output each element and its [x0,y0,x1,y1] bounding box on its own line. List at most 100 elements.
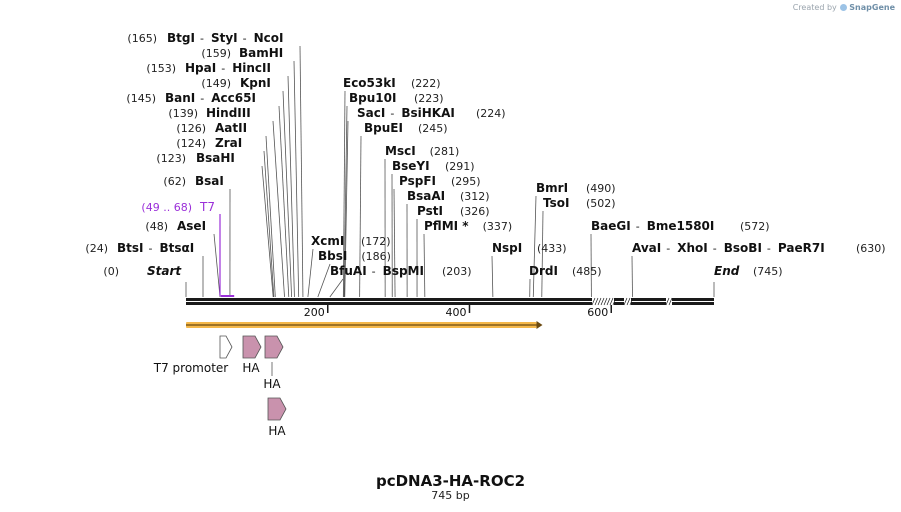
enzyme-site[interactable]: (62) BsaI [163,174,223,188]
enzyme-name: AatII [215,121,247,135]
enzyme-position: (245) [418,122,448,135]
enzyme-name: BamHI [239,46,283,60]
enzyme-separator: - [767,242,771,255]
enzyme-name: TsoI [543,196,569,210]
enzyme-site[interactable]: (145) BanI - Acc65I [126,91,256,105]
map-title: pcDNA3-HA-ROC2 [375,472,526,490]
enzyme-position: (124) [176,137,206,150]
enzyme-name: HindIII [206,106,251,120]
enzyme-site[interactable]: (123) BsaHI [156,151,235,165]
enzyme-site[interactable]: (159) BamHI [201,46,283,60]
enzyme-leader [307,248,314,298]
enzyme-site[interactable]: BfuAI - BspMI (203) [330,264,472,278]
backbone-bottom [186,302,714,305]
end-name: End [714,264,740,278]
enzyme-leader [263,150,275,298]
enzyme-site[interactable]: (48) AseI [145,219,206,233]
enzyme-separator: - [221,62,225,75]
enzyme-position: (149) [201,77,231,90]
enzyme-site[interactable]: BbsI (186) [318,249,391,263]
enzyme-site[interactable]: NspI (433) [492,241,567,255]
enzyme-name: Eco53kI [343,76,396,90]
enzyme-leader [393,188,396,298]
enzyme-name: ZraI [215,136,242,150]
enzyme-name: Bme1580I [647,219,715,233]
feature-arrow [242,335,262,359]
enzyme-leader [541,210,544,298]
enzyme-name: BpuEI [364,121,403,135]
enzyme-position: (126) [176,122,206,135]
enzyme-site[interactable]: Bpu10I (223) [349,91,444,105]
enzyme-position: (572) [740,220,770,233]
enzyme-site[interactable]: BaeGI - Bme1580I (572) [591,219,770,233]
end-name: Start [147,264,182,278]
enzyme-site[interactable]: BsaAI (312) [407,189,490,203]
enzyme-name: BmrI [536,181,568,195]
enzyme-site[interactable]: SacI - BsiHKAI (224) [357,106,506,120]
enzyme-site[interactable]: BseYI (291) [392,159,475,173]
scale-tick: 600 [587,305,612,319]
dna-backbone [186,297,714,306]
enzyme-site[interactable]: AvaI - XhoI - BsoBI - PaeR7I (630) [632,241,886,255]
enzyme-site[interactable]: (153) HpaI - HincII [146,61,271,75]
enzyme-site[interactable]: (24) BtsI - BtsαI [85,241,194,255]
enzyme-leader [265,135,276,298]
enzyme-name: BanI [165,91,195,105]
end-marker: End (745) [714,264,783,278]
enzyme-site[interactable]: (126) AatII [176,121,247,135]
enzyme-name: XhoI [677,241,708,255]
scale-tick-label: 400 [445,306,466,319]
enzyme-position: (224) [476,107,506,120]
feature-arrow [219,335,233,359]
enzyme-name: BsaI [195,174,224,188]
enzyme-site[interactable]: PstI (326) [417,204,490,218]
t7-promoter-feature[interactable]: T7 promoter [153,335,233,375]
ha-tag-feature[interactable]: HA [263,335,284,391]
enzyme-site[interactable]: PspFI (295) [399,174,481,188]
enzyme-separator: - [243,32,247,45]
enzyme-leader [329,278,344,298]
enzyme-site[interactable]: (124) ZraI [176,136,242,150]
enzyme-position: (337) [483,220,513,233]
enzyme-site[interactable]: TsoI (502) [543,196,616,210]
ha-tag-feature[interactable]: HA [242,335,262,375]
enzyme-name: NspI [492,241,522,255]
enzyme-leader [423,233,426,298]
orf-arrow[interactable] [186,321,543,329]
enzyme-separator: - [372,265,376,278]
backbone-gap [666,298,672,305]
enzyme-position: (485) [572,265,602,278]
enzyme-site[interactable]: BmrI (490) [536,181,616,195]
enzyme-name: BsiHKAI [401,106,455,120]
feature-label: HA [263,377,281,391]
enzyme-leader [532,195,537,298]
enzyme-site[interactable]: BpuEI (245) [364,121,448,135]
enzyme-site[interactable]: XcmI (172) [311,234,391,248]
enzyme-position: (295) [451,175,481,188]
enzyme-position: (62) [163,175,186,188]
enzyme-site[interactable]: (149) KpnI [201,76,271,90]
scale-tick: 200 [304,305,329,319]
scale-tick: 400 [445,305,471,319]
enzyme-position: (153) [146,62,176,75]
enzyme-name: BseYI [392,159,430,173]
ha-tag-feature[interactable]: HA [267,397,287,438]
enzyme-position: (502) [586,197,616,210]
enzyme-leader [299,45,304,298]
enzyme-leader [491,255,494,298]
enzyme-position: (48) [145,220,168,233]
enzyme-site[interactable]: MscI (281) [385,144,459,158]
enzyme-site[interactable]: (139) HindIII [168,106,250,120]
enzyme-site[interactable]: DrdI (485) [529,264,602,278]
enzyme-name: MscI [385,144,416,158]
enzyme-position: (139) [168,107,198,120]
enzyme-separator: - [713,242,717,255]
primer-t7[interactable]: (49 .. 68) T7 [141,200,235,297]
feature-label: HA [268,424,286,438]
enzyme-site[interactable]: Eco53kI (222) [343,76,441,90]
enzyme-site[interactable]: (165) BtgI - StyI - NcoI [127,31,283,45]
map-length: 745 bp [431,489,470,502]
enzyme-site[interactable]: PflMI * (337) [424,219,512,233]
feature-arrow [264,335,284,359]
enzyme-separator: - [636,220,640,233]
